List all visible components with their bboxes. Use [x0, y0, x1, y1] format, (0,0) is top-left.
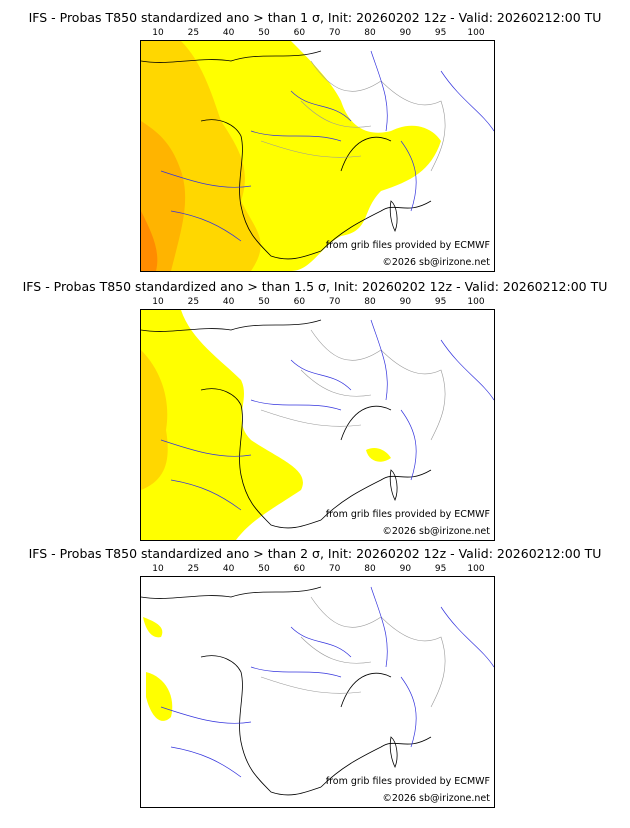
rivers — [160, 586, 494, 778]
colorbar-tick-label: 90 — [399, 297, 412, 307]
colorbar-tick-label: 40 — [222, 564, 235, 574]
map-svg — [141, 41, 494, 271]
map-svg — [141, 310, 494, 540]
source-credit: from grib files provided by ECMWF — [325, 240, 490, 251]
corsica-outline — [389, 736, 398, 768]
colorbar-tick-label: 70 — [328, 297, 341, 307]
chart-panel: IFS - Probas T850 standardized ano > tha… — [0, 10, 630, 278]
borders — [260, 329, 446, 441]
colorbar-tick-label: 60 — [293, 28, 306, 38]
colorbar-tick-label: 80 — [364, 28, 376, 38]
colorbar-tick-label: 70 — [328, 28, 341, 38]
probability-map: from grib files provided by ECMWF ©2026 … — [140, 40, 495, 272]
prob-area-10 — [141, 310, 303, 540]
probability-map: from grib files provided by ECMWF ©2026 … — [140, 309, 495, 541]
colorbar-tick-label: 25 — [187, 297, 200, 307]
colorbar-tick-label: 10 — [152, 564, 164, 574]
colorbar-tick-label: 60 — [293, 297, 306, 307]
colorbar-tick-label: 100 — [467, 297, 485, 307]
colorbar-ticks: 10 25 40 50 60 70 80 90 95 100 — [152, 564, 484, 575]
colorbar-tick-label: 50 — [258, 28, 270, 38]
panel-title: IFS - Probas T850 standardized ano > tha… — [22, 279, 608, 294]
colorbar-tick-label: 95 — [434, 28, 447, 38]
copyright-credit: ©2026 sb@irizone.net — [382, 793, 490, 804]
colorbar-tick-label: 100 — [467, 28, 485, 38]
colorbar-ticks: 10 25 40 50 60 70 80 90 95 100 — [152, 297, 484, 308]
prob-area-10 — [143, 617, 163, 638]
coastline — [141, 319, 432, 529]
colorbar-tick-label: 90 — [399, 564, 412, 574]
probability-map: from grib files provided by ECMWF ©2026 … — [140, 576, 495, 808]
colorbar-tick-label: 100 — [467, 564, 485, 574]
borders — [260, 60, 446, 172]
colorbar-tick-label: 25 — [187, 28, 200, 38]
borders — [260, 596, 446, 708]
colorbar-ticks: 10 25 40 50 60 70 80 90 95 100 — [152, 28, 484, 39]
copyright-credit: ©2026 sb@irizone.net — [382, 257, 490, 268]
corsica-outline — [389, 200, 398, 232]
coastline — [141, 50, 432, 260]
prob-area-50 — [141, 211, 158, 271]
prob-area-10 — [146, 672, 173, 721]
rivers — [160, 319, 494, 511]
colorbar-tick-label: 10 — [152, 28, 164, 38]
chart-panel: IFS - Probas T850 standardized ano > tha… — [0, 546, 630, 814]
colorbar-tick-label: 50 — [258, 297, 270, 307]
panel-title: IFS - Probas T850 standardized ano > tha… — [28, 546, 602, 561]
prob-area-25 — [141, 350, 168, 490]
rivers — [160, 50, 494, 242]
colorbar-tick-label: 95 — [434, 564, 447, 574]
colorbar-tick-label: 80 — [364, 564, 376, 574]
prob-area-40 — [141, 121, 186, 271]
source-credit: from grib files provided by ECMWF — [325, 776, 490, 787]
colorbar-tick-label: 70 — [328, 564, 341, 574]
panel-title: IFS - Probas T850 standardized ano > tha… — [28, 10, 602, 25]
corsica-outline — [389, 469, 398, 501]
coastline — [141, 586, 432, 796]
chart-panel: IFS - Probas T850 standardized ano > tha… — [0, 279, 630, 547]
colorbar-tick-label: 80 — [364, 297, 376, 307]
prob-area-10 — [366, 447, 391, 462]
colorbar-tick-label: 10 — [152, 297, 164, 307]
colorbar-tick-label: 50 — [258, 564, 270, 574]
source-credit: from grib files provided by ECMWF — [325, 509, 490, 520]
colorbar-tick-label: 95 — [434, 297, 447, 307]
colorbar-tick-label: 40 — [222, 28, 235, 38]
colorbar-tick-label: 60 — [293, 564, 306, 574]
colorbar-tick-label: 40 — [222, 297, 235, 307]
colorbar-tick-label: 90 — [399, 28, 412, 38]
copyright-credit: ©2026 sb@irizone.net — [382, 526, 490, 537]
map-svg — [141, 586, 494, 796]
colorbar-tick-label: 25 — [187, 564, 200, 574]
